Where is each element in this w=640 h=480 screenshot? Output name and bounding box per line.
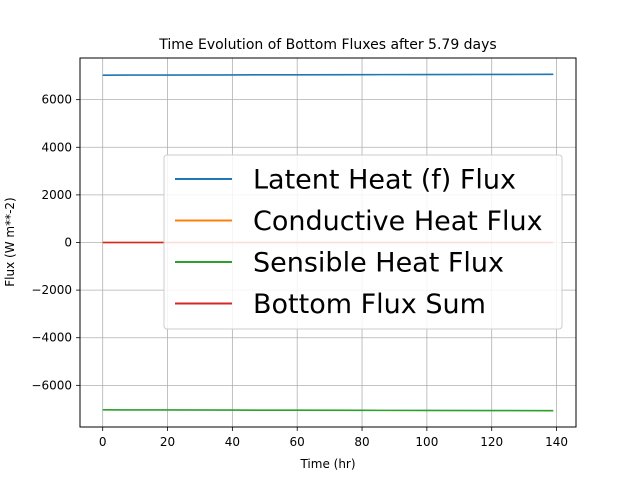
series-line-1: [102, 73, 554, 76]
legend-label-3: Sensible Heat Flux: [253, 248, 504, 279]
legend-box: [163, 154, 563, 330]
y-tick-label: 6000: [41, 93, 72, 107]
legend-label-1: Latent Heat (f) Flux: [253, 165, 516, 196]
y-tick-label: −2000: [31, 283, 72, 297]
y-axis-label: Flux (W m**-2): [3, 197, 17, 286]
y-tick-label: 4000: [41, 140, 72, 154]
legend: Latent Heat (f) Flux Conductive Heat Flux…: [163, 154, 563, 330]
x-axis-label: Time (hr): [299, 457, 355, 471]
x-tick-label: 100: [415, 435, 438, 449]
chart-title: Time Evolution of Bottom Fluxes after 5.…: [158, 37, 496, 53]
legend-label-2: Conductive Heat Flux: [253, 206, 543, 237]
x-tick-label: 120: [480, 435, 503, 449]
y-tick-label: 0: [64, 236, 72, 250]
axis-ticks: 0 20 40 60 80 100 120 140 −6000 −4000 −2000 0 2000 40…: [31, 93, 568, 449]
y-tick-label: −6000: [31, 378, 72, 392]
legend-label-4: Bottom Flux Sum: [253, 289, 486, 320]
x-tick-label: 60: [290, 435, 305, 449]
x-tick-label: 20: [160, 435, 175, 449]
x-tick-label: 0: [99, 435, 107, 449]
series-line-3: [102, 409, 554, 412]
y-tick-label: 2000: [41, 188, 72, 202]
x-tick-label: 40: [225, 435, 240, 449]
y-tick-label: −4000: [31, 331, 72, 345]
x-tick-label: 140: [545, 435, 568, 449]
x-tick-label: 80: [354, 435, 369, 449]
